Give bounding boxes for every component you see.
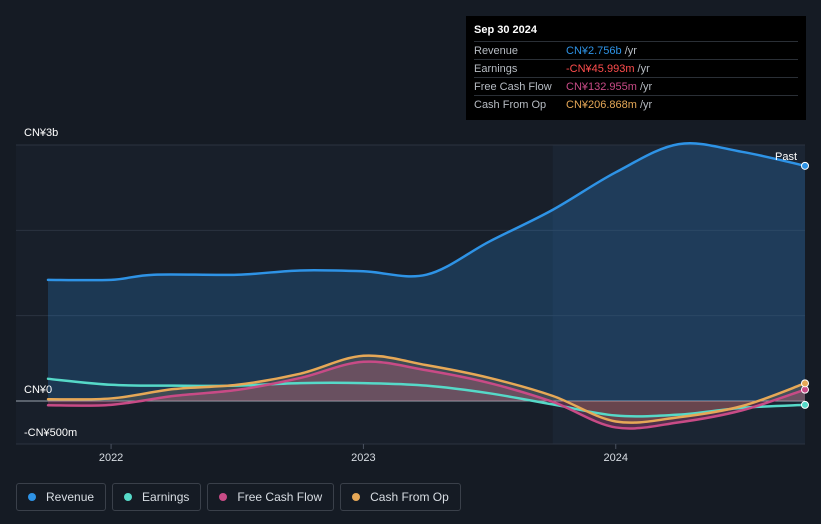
- tooltip-label: Free Cash Flow: [474, 80, 552, 93]
- legend-item-cash-from-op[interactable]: Cash From Op: [340, 483, 461, 511]
- x-tick-label: 2023: [351, 452, 375, 464]
- tooltip-panel: Sep 30 2024 Revenue CN¥2.756b /yr Earnin…: [466, 16, 806, 120]
- x-tick-label: 2024: [604, 452, 628, 464]
- tooltip-label: Cash From Op: [474, 98, 547, 111]
- revenue-line: [46, 142, 807, 282]
- chart-legend: Revenue Earnings Free Cash Flow Cash Fro…: [16, 483, 461, 511]
- cash-from-op-line: [46, 354, 807, 424]
- past-label: Past: [775, 151, 797, 163]
- legend-dot-icon: [219, 493, 228, 501]
- revenue-area: [48, 143, 805, 401]
- x-tick-label: 2022: [99, 452, 123, 464]
- legend-dot-icon: [352, 493, 361, 501]
- legend-label: Cash From Op: [370, 490, 449, 504]
- legend-item-earnings[interactable]: Earnings: [112, 483, 202, 511]
- revenue-end-marker: [801, 161, 809, 170]
- free-cash-flow-line: [46, 360, 807, 430]
- tooltip-row-cash-from-op: Cash From Op CN¥206.868m /yr: [474, 95, 798, 113]
- tooltip-value: -CN¥45.993m: [566, 62, 635, 75]
- legend-item-revenue[interactable]: Revenue: [16, 483, 107, 511]
- legend-item-free-cash-flow[interactable]: Free Cash Flow: [207, 483, 335, 511]
- free-cash-flow-area: [48, 361, 805, 429]
- y-axis-label: -CN¥500m: [24, 427, 77, 439]
- past-region: [552, 145, 805, 444]
- tooltip-date: Sep 30 2024: [474, 24, 537, 36]
- tooltip-unit: /yr: [634, 62, 650, 75]
- legend-dot-icon: [124, 493, 133, 501]
- tooltip-unit: /yr: [621, 44, 637, 57]
- tooltip-value: CN¥206.868m: [566, 98, 637, 111]
- tooltip-row-earnings: Earnings -CN¥45.993m /yr: [474, 59, 798, 77]
- legend-label: Earnings: [142, 490, 190, 504]
- tooltip-unit: /yr: [636, 98, 653, 111]
- tooltip-value: CN¥132.955m: [566, 80, 637, 93]
- legend-label: Revenue: [46, 490, 95, 504]
- legend-dot-icon: [28, 493, 36, 501]
- tooltip-label: Earnings: [474, 62, 518, 75]
- tooltip-row-revenue: Revenue CN¥2.756b /yr: [474, 41, 798, 59]
- tooltip-row-free-cash-flow: Free Cash Flow CN¥132.955m /yr: [474, 77, 798, 95]
- cash-from-op-area: [48, 355, 805, 423]
- y-axis-label: CN¥0: [24, 384, 52, 396]
- cash-from-op-end-marker: [801, 379, 809, 388]
- earnings-end-marker: [801, 400, 809, 409]
- earnings-line: [46, 377, 807, 418]
- tooltip-value: CN¥2.756b: [566, 44, 622, 57]
- tooltip-unit: /yr: [636, 80, 653, 93]
- legend-label: Free Cash Flow: [237, 490, 323, 504]
- y-axis-label: CN¥3b: [24, 127, 58, 139]
- tooltip-label: Revenue: [474, 44, 519, 57]
